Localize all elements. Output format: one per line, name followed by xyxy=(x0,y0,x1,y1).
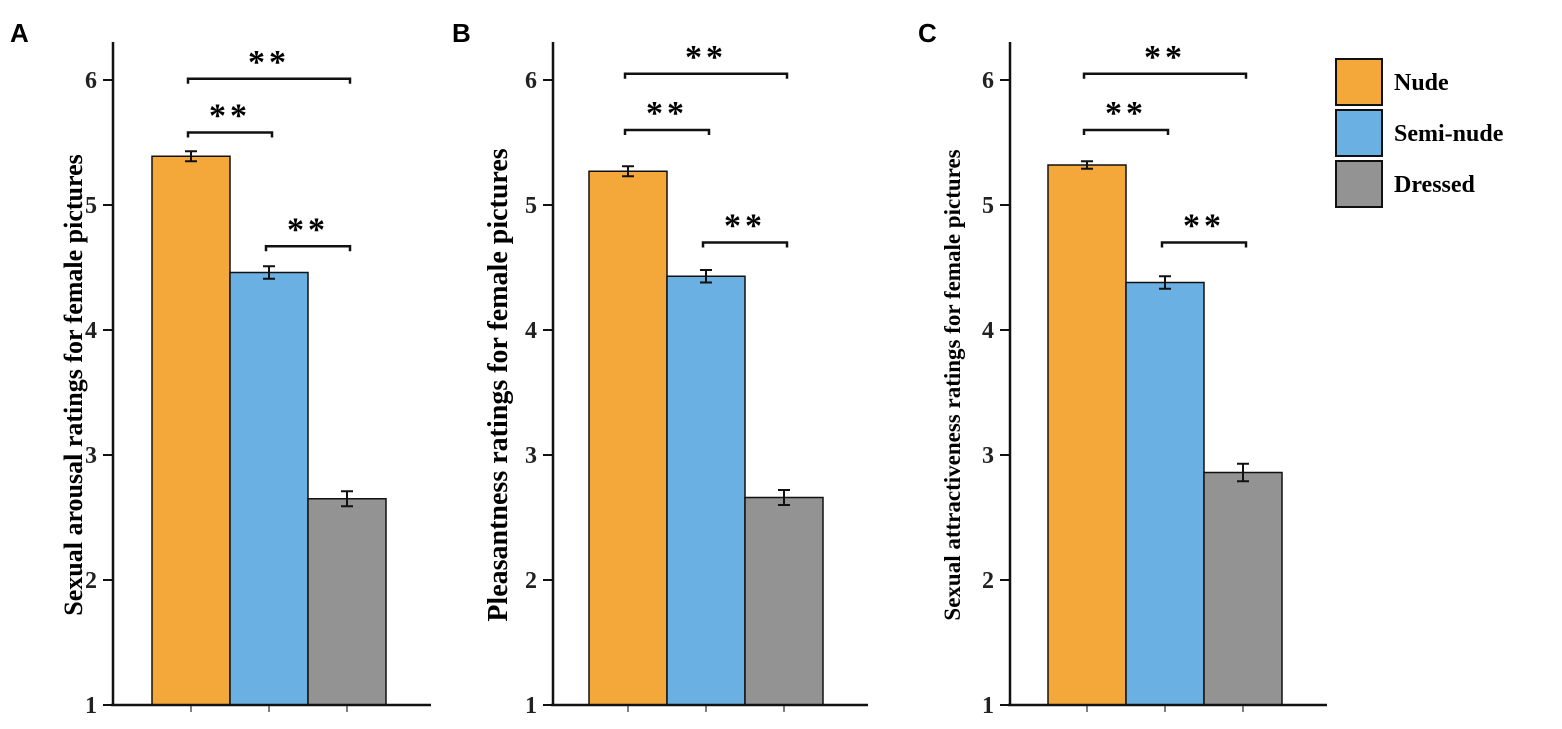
panel-a: A Sexual arousal ratings for female pict… xyxy=(10,18,431,719)
legend-swatch-semi-nude xyxy=(1335,109,1383,157)
significance-label: ** xyxy=(724,208,766,245)
significance-bracket xyxy=(623,72,789,79)
y-tick-label: 4 xyxy=(982,318,994,344)
significance-bracket xyxy=(1082,128,1170,135)
bar-nude xyxy=(1047,164,1127,706)
y-axis-label: Sexual arousal ratings for female pictur… xyxy=(59,154,88,615)
y-tick-label: 6 xyxy=(85,68,97,94)
legend-label-dressed: Dressed xyxy=(1394,172,1476,198)
bar-dressed xyxy=(744,496,824,706)
y-tick-label: 6 xyxy=(982,68,994,94)
significance-bracket xyxy=(1082,72,1248,79)
y-tick-label: 3 xyxy=(85,443,97,469)
panel-letter: C xyxy=(918,18,937,48)
y-tick-label: 2 xyxy=(525,568,537,594)
legend-swatch-dressed xyxy=(1335,160,1383,208)
bar-dressed xyxy=(1203,471,1283,706)
bar-semi-nude xyxy=(229,271,309,706)
panel-c: C Sexual attractiveness ratings for fema… xyxy=(918,18,1327,719)
y-tick-label: 1 xyxy=(85,693,97,719)
bar-dressed xyxy=(307,498,387,706)
y-tick-label: 4 xyxy=(85,318,97,344)
significance-label: ** xyxy=(1144,39,1186,76)
panel-letter: B xyxy=(452,18,471,48)
significance-label: ** xyxy=(1105,95,1147,132)
y-tick-label: 6 xyxy=(525,68,537,94)
panel-b: B Pleasantness ratings for female pictur… xyxy=(452,18,868,719)
bar-semi-nude xyxy=(1125,281,1205,706)
significance-bracket xyxy=(264,245,352,252)
significance-label: ** xyxy=(1183,208,1225,245)
significance-bracket xyxy=(623,128,711,135)
legend-swatch-nude xyxy=(1335,58,1383,106)
y-tick-label: 1 xyxy=(982,693,994,719)
y-tick-label: 5 xyxy=(85,193,97,219)
significance-bracket xyxy=(186,77,352,84)
significance-label: ** xyxy=(248,44,290,81)
y-tick-label: 5 xyxy=(982,193,994,219)
y-tick-label: 4 xyxy=(525,318,537,344)
y-tick-label: 3 xyxy=(982,443,994,469)
y-tick-label: 2 xyxy=(85,568,97,594)
y-tick-label: 2 xyxy=(982,568,994,594)
significance-label: ** xyxy=(685,39,727,76)
significance-bracket xyxy=(1160,241,1248,248)
bar-nude xyxy=(588,170,668,706)
bar-semi-nude xyxy=(666,275,746,706)
significance-bracket xyxy=(701,241,789,248)
y-axis-label: Pleasantness ratings for female pictures xyxy=(483,148,514,621)
bar-nude xyxy=(151,155,231,706)
panel-letter: A xyxy=(10,18,29,48)
significance-label: ** xyxy=(646,95,688,132)
y-tick-label: 3 xyxy=(525,443,537,469)
y-tick-label: 1 xyxy=(525,693,537,719)
legend-label-semi-nude: Semi-nude xyxy=(1394,121,1504,147)
significance-bracket xyxy=(186,131,274,138)
significance-label: ** xyxy=(287,211,329,248)
y-tick-label: 5 xyxy=(525,193,537,219)
legend: Nude Semi-nude Dressed xyxy=(1335,58,1504,208)
y-axis-label: Sexual attractiveness ratings for female… xyxy=(940,149,965,620)
legend-label-nude: Nude xyxy=(1394,70,1449,96)
significance-label: ** xyxy=(209,98,251,135)
